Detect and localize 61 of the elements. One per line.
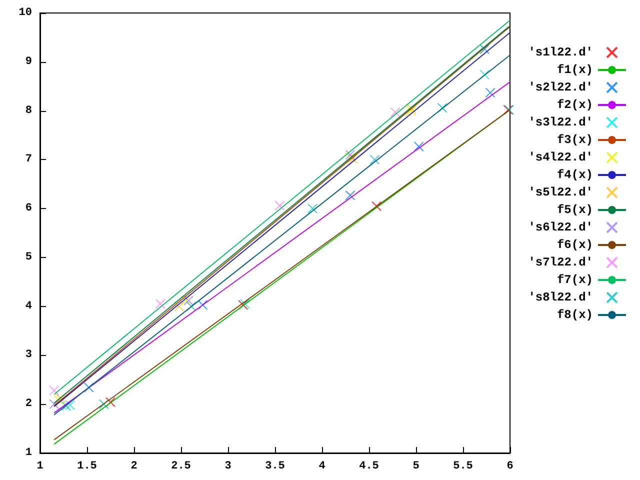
legend-label: f6(x) xyxy=(556,238,593,252)
point xyxy=(98,399,109,410)
point xyxy=(84,382,94,392)
legend-label: 's4l22.d' xyxy=(528,150,593,164)
point xyxy=(174,301,184,312)
legend-label: 's2l22.d' xyxy=(528,80,593,94)
point xyxy=(61,401,72,412)
point xyxy=(480,44,490,54)
legend-label: 's6l22.d' xyxy=(528,220,593,234)
x-tick-label: 1 xyxy=(36,460,44,472)
x-tick-label: 1.5 xyxy=(77,460,98,472)
point xyxy=(49,385,60,396)
x-tick-label: 4 xyxy=(318,460,326,472)
y-tick-label: 10 xyxy=(18,7,32,19)
legend-label: 's1l22.d' xyxy=(528,46,593,60)
point xyxy=(198,300,208,310)
point xyxy=(184,295,194,306)
legend-label: f7(x) xyxy=(556,273,593,287)
point xyxy=(65,400,76,410)
point xyxy=(308,204,318,214)
point xyxy=(155,298,166,309)
x-tick-label: 3.5 xyxy=(265,460,286,472)
point xyxy=(406,106,416,116)
x-tick-label: 2 xyxy=(130,460,138,472)
legend-label: 's8l22.d' xyxy=(528,290,593,304)
legend-label: f3(x) xyxy=(556,133,593,147)
legend-label: f2(x) xyxy=(556,98,593,112)
point xyxy=(370,154,380,165)
y-tick-label: 3 xyxy=(25,349,32,362)
point xyxy=(485,88,496,98)
legend-label: 's5l22.d' xyxy=(528,186,593,200)
x-tick-label: 5.5 xyxy=(453,460,474,472)
point xyxy=(49,399,60,410)
point xyxy=(348,154,358,164)
y-tick-label: 7 xyxy=(25,154,32,166)
legend-label: f1(x) xyxy=(556,63,593,77)
y-tick-label: 8 xyxy=(25,104,32,117)
y-tick-label: 1 xyxy=(25,447,32,459)
point xyxy=(345,150,356,160)
point xyxy=(186,301,196,312)
point xyxy=(390,107,400,118)
legend-label: f8(x) xyxy=(556,308,593,322)
y-tick-label: 5 xyxy=(25,251,32,264)
x-tick-label: 5 xyxy=(412,460,420,472)
point xyxy=(414,141,424,152)
x-tick-label: 6 xyxy=(506,460,514,472)
point xyxy=(437,102,448,113)
legend-label: 's7l22.d' xyxy=(528,256,593,270)
y-tick-label: 2 xyxy=(25,398,32,410)
x-tick-label: 2.5 xyxy=(171,460,192,472)
point xyxy=(274,200,285,211)
y-tick-label: 6 xyxy=(25,202,32,215)
x-tick-label: 4.5 xyxy=(359,460,380,472)
legend-label: f5(x) xyxy=(556,203,593,217)
x-tick-label: 3 xyxy=(224,460,232,472)
legend-label: 's3l22.d' xyxy=(528,116,593,130)
point xyxy=(345,190,356,200)
y-tick-label: 4 xyxy=(25,300,32,312)
y-tick-label: 9 xyxy=(25,56,32,68)
point xyxy=(345,152,356,162)
legend-label: f4(x) xyxy=(556,168,593,182)
